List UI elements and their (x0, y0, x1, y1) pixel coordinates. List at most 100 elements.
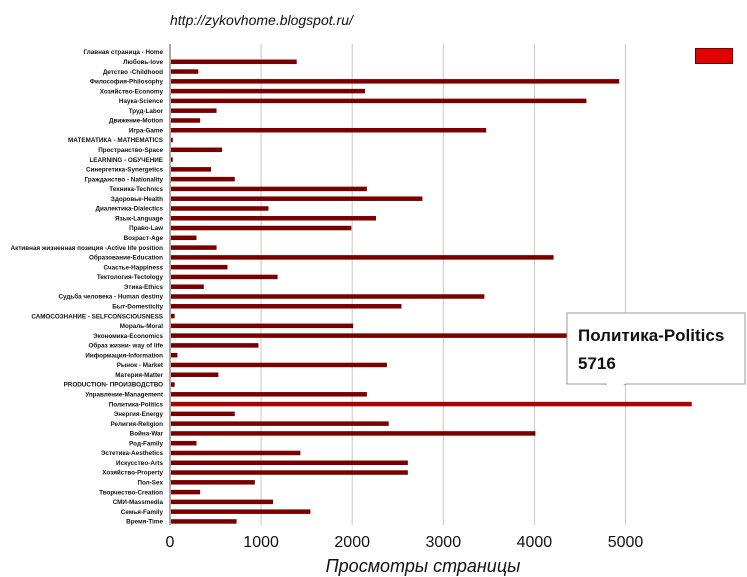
bar[interactable] (171, 274, 278, 280)
category-label: Творчество-Creation (99, 489, 163, 496)
tooltip-callout (566, 312, 746, 385)
bar[interactable] (171, 167, 212, 172)
category-label: Игра-Game (129, 127, 164, 134)
category-label: Образование-Education (89, 254, 163, 262)
bar[interactable] (171, 333, 568, 338)
bar[interactable] (171, 489, 201, 495)
bar[interactable] (171, 382, 175, 387)
category-label: СМИ-Massmedia (113, 499, 164, 506)
x-tick-label: 4000 (517, 534, 553, 551)
bar[interactable] (171, 186, 367, 192)
bar[interactable] (171, 352, 178, 358)
category-label: Искусство-Arts (116, 460, 163, 467)
category-label: Любовь-love (123, 58, 163, 66)
category-label: Пол-Sex (137, 480, 163, 487)
bar[interactable] (171, 343, 259, 348)
category-label: Язык-Language (115, 215, 164, 222)
category-label: Синергетика-Synergetics (86, 167, 164, 174)
bar[interactable] (171, 470, 408, 475)
bar[interactable] (171, 147, 223, 153)
category-label: Рынок - Market (117, 362, 164, 369)
bar[interactable] (171, 206, 269, 211)
bar[interactable] (171, 59, 297, 65)
category-labels: Главная страница - Home Любовь-love Детств… (11, 49, 164, 525)
category-label: Активная жизненная позиция -Active life … (11, 245, 164, 252)
bar[interactable] (171, 421, 389, 426)
bar[interactable] (171, 108, 217, 113)
bar-highlighted[interactable] (171, 401, 692, 407)
category-label: Пространство-Space (98, 147, 163, 154)
bar[interactable] (171, 176, 235, 182)
category-label: Экономика-Economics (93, 333, 163, 340)
bar[interactable] (171, 79, 620, 84)
bar[interactable] (171, 294, 485, 299)
category-label: Мораль-Moral (120, 323, 163, 330)
category-label: Род-Family (129, 440, 163, 447)
x-tick-label: 2000 (334, 534, 370, 551)
legend-swatch (695, 48, 733, 64)
category-label: Детство -Childhood (103, 69, 163, 76)
bar[interactable] (171, 431, 536, 436)
category-label: Материя-Matter (115, 372, 163, 379)
bar[interactable] (171, 127, 487, 133)
grid-lines (260, 44, 626, 525)
bar[interactable] (171, 137, 173, 143)
bar[interactable] (171, 216, 376, 221)
category-label: Религия-Religion (110, 421, 163, 428)
category-label: Хозяйство-Property (102, 469, 163, 477)
bar[interactable] (171, 480, 255, 485)
bar[interactable] (171, 118, 201, 123)
bar[interactable] (171, 509, 311, 514)
bar[interactable] (171, 235, 197, 241)
bar[interactable] (171, 157, 173, 162)
bar[interactable] (171, 392, 367, 397)
x-axis-title: Просмотры страницы (326, 556, 521, 576)
category-label: Философия-Philosophy (90, 79, 164, 86)
bar[interactable] (171, 245, 217, 250)
bar[interactable] (171, 323, 354, 329)
bar[interactable] (171, 255, 554, 260)
category-label: Война-War (130, 430, 164, 438)
bar[interactable] (171, 304, 402, 309)
bar[interactable] (171, 499, 274, 505)
x-tick-label: 1000 (243, 534, 279, 551)
bar[interactable] (171, 284, 204, 289)
bar[interactable] (171, 519, 237, 524)
category-label: Техника-Technics (109, 186, 163, 193)
category-label: Энергия-Energy (114, 411, 164, 418)
bar[interactable] (171, 98, 587, 104)
bar[interactable] (171, 440, 197, 446)
tooltip-label: Политика-Politics (578, 326, 725, 345)
bar[interactable] (171, 362, 387, 368)
category-label: Гражданство - Nationality (85, 176, 164, 183)
category-label: САМОСОЗНАНИЕ - SELFCONSCIOUSNESS (31, 313, 163, 320)
category-label: Политика-Politics (109, 401, 164, 408)
bar[interactable] (171, 460, 408, 466)
category-label: Хозяйство-Economy (100, 87, 164, 95)
category-label: Главная страница - Home (83, 49, 163, 56)
bar[interactable] (171, 450, 301, 456)
category-label: Движение-Motion (109, 118, 163, 125)
bar[interactable] (171, 411, 235, 417)
category-label: Этика-Ethics (124, 284, 164, 291)
bar[interactable] (171, 264, 228, 270)
category-label: Возраст-Age (124, 235, 164, 242)
bar[interactable] (171, 372, 219, 377)
bar[interactable] (171, 88, 366, 94)
category-label: Семья-Family (121, 509, 164, 516)
category-label: Быт-Domesticity (112, 303, 163, 310)
bar[interactable] (171, 69, 199, 74)
tooltip-value: 5716 (578, 354, 616, 373)
category-label: Здоровье-Health (111, 196, 163, 203)
bar[interactable] (171, 225, 352, 231)
category-label: LEARNING - ОБУЧЕНИЕ (89, 157, 163, 164)
bar[interactable] (171, 313, 175, 319)
bar[interactable] (171, 196, 423, 201)
x-tick-label: 3000 (426, 534, 462, 551)
category-label: PRODUCTION- ПРОИЗВОДСТВО (64, 382, 164, 389)
category-label: Управление-Management (85, 392, 164, 399)
category-label: МАТЕМАТИКА - MATHEMATICS (68, 137, 163, 144)
category-label: Труд-Labor (129, 108, 164, 115)
category-label: Право-Law (129, 225, 163, 232)
